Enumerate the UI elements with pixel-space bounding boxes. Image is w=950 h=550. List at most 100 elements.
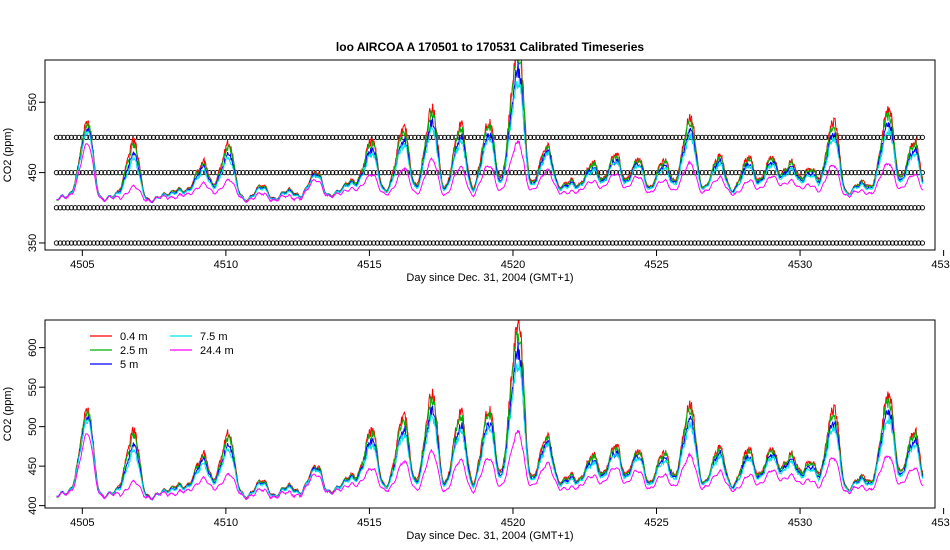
reference-point xyxy=(688,205,694,211)
reference-point xyxy=(512,240,519,246)
legend: 0.4 m 2.5 m 5 m 7.5 m 24.4 m xyxy=(90,331,234,371)
reference-point xyxy=(557,240,563,246)
reference-point xyxy=(755,205,761,211)
reference-point xyxy=(259,134,265,141)
reference-point xyxy=(124,134,131,141)
reference-point xyxy=(244,134,250,141)
series-line-04m xyxy=(56,320,924,501)
reference-point xyxy=(232,134,239,141)
reference-point xyxy=(322,169,328,176)
reference-point xyxy=(322,205,328,211)
reference-point xyxy=(662,134,668,141)
reference-point xyxy=(72,205,78,211)
reference-point xyxy=(210,205,216,211)
reference-point xyxy=(867,134,873,141)
reference-point xyxy=(785,134,791,141)
reference-point xyxy=(613,205,619,211)
reference-point xyxy=(654,205,661,211)
reference-point xyxy=(729,169,735,176)
legend-entry: 0.4 m xyxy=(120,331,148,343)
reference-point xyxy=(132,240,138,246)
reference-point xyxy=(845,134,851,141)
reference-point xyxy=(580,169,586,176)
reference-point xyxy=(434,205,440,211)
reference-point xyxy=(430,169,437,176)
reference-point xyxy=(893,205,899,211)
reference-point xyxy=(901,240,907,246)
reference-point xyxy=(337,134,343,141)
reference-point xyxy=(281,169,287,176)
reference-point xyxy=(135,205,142,211)
reference-point xyxy=(591,205,597,211)
x-tick-label: 4505 xyxy=(70,259,94,271)
reference-point xyxy=(893,240,899,246)
reference-point xyxy=(262,205,269,211)
reference-point xyxy=(76,134,82,141)
reference-point xyxy=(852,205,858,211)
reference-point xyxy=(337,169,343,176)
reference-point xyxy=(113,134,119,141)
reference-point xyxy=(692,205,698,211)
reference-point xyxy=(863,240,870,246)
reference-point xyxy=(486,169,493,176)
reference-point xyxy=(863,134,870,141)
reference-point xyxy=(356,205,362,211)
reference-point xyxy=(804,134,810,141)
reference-point xyxy=(363,240,369,246)
reference-point xyxy=(307,205,313,211)
reference-point xyxy=(606,134,612,141)
reference-point xyxy=(423,240,429,246)
reference-point xyxy=(206,134,213,141)
reference-point xyxy=(386,169,392,176)
reference-point xyxy=(542,205,549,211)
reference-point xyxy=(397,169,403,176)
reference-point xyxy=(624,169,631,176)
reference-point xyxy=(106,205,112,211)
reference-point xyxy=(292,240,298,246)
reference-point xyxy=(710,240,717,246)
reference-point xyxy=(57,240,63,246)
reference-point xyxy=(658,205,664,211)
reference-point xyxy=(188,134,194,141)
reference-point xyxy=(449,205,455,211)
reference-point xyxy=(602,240,608,246)
reference-point xyxy=(169,240,175,246)
reference-point xyxy=(318,240,325,246)
reference-point xyxy=(468,134,474,141)
reference-point xyxy=(441,240,448,246)
reference-point xyxy=(247,240,254,246)
reference-point xyxy=(576,134,582,141)
reference-point xyxy=(643,134,649,141)
reference-point xyxy=(83,240,89,246)
reference-point xyxy=(382,169,388,176)
reference-point xyxy=(669,169,675,176)
reference-point xyxy=(591,134,597,141)
reference-point xyxy=(650,134,657,141)
reference-point xyxy=(501,205,508,211)
reference-point xyxy=(553,205,560,211)
reference-point xyxy=(561,169,567,176)
y-tick-label: 600 xyxy=(27,338,39,356)
reference-point xyxy=(736,240,743,246)
reference-point xyxy=(150,240,157,246)
reference-point xyxy=(218,205,224,211)
reference-point xyxy=(550,134,556,141)
reference-point xyxy=(311,134,317,141)
reference-point xyxy=(762,205,769,211)
reference-point xyxy=(277,240,284,246)
reference-point xyxy=(531,134,537,141)
reference-point xyxy=(173,134,179,141)
reference-point xyxy=(706,240,713,246)
reference-point xyxy=(176,205,183,211)
reference-point xyxy=(315,134,321,141)
reference-point xyxy=(833,169,840,176)
reference-point xyxy=(904,240,911,246)
reference-point xyxy=(830,240,836,246)
reference-point xyxy=(777,205,784,211)
reference-point xyxy=(61,240,67,246)
reference-point xyxy=(400,205,407,211)
reference-point xyxy=(692,169,698,176)
series-line-244m xyxy=(56,430,924,501)
reference-point xyxy=(535,134,541,141)
reference-point xyxy=(483,205,489,211)
